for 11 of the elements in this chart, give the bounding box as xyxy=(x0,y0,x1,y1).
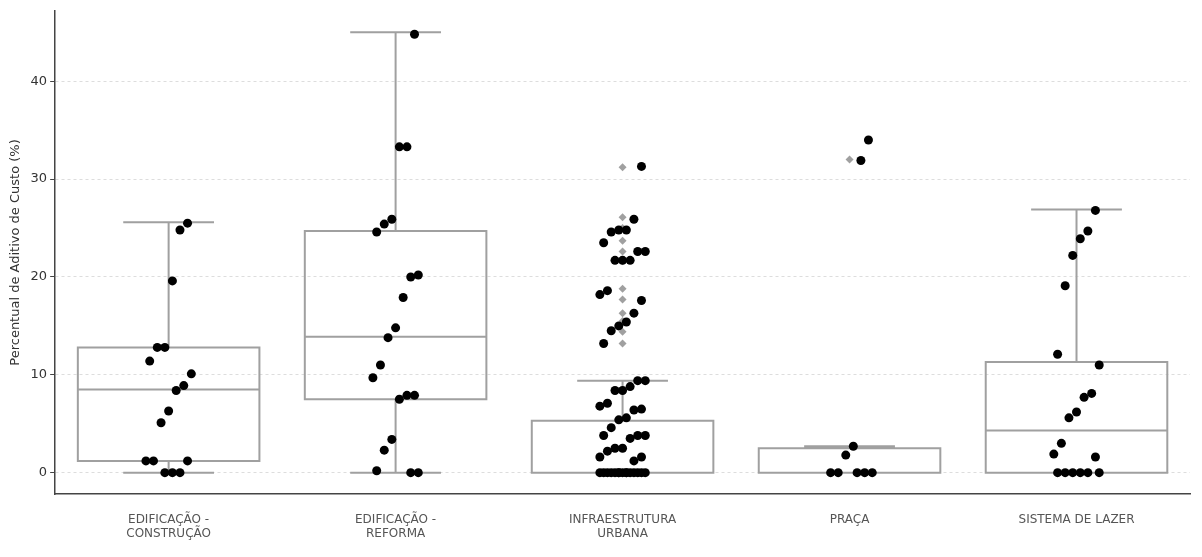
y-tick-label: 30 xyxy=(30,170,48,186)
y-axis-title: Percentual de Aditivo de Custo (%) xyxy=(7,139,23,366)
y-tick-label: 10 xyxy=(30,366,48,382)
y-tick-label: 20 xyxy=(30,268,48,284)
y-tick-label: 40 xyxy=(30,72,48,88)
x-tick-label: SISTEMA DE LAZER xyxy=(1018,511,1135,526)
x-tick-label: INFRAESTRUTURA URBANA xyxy=(568,511,678,540)
x-tick-label: EDIFICAÇÃO - CONSTRUÇÃO xyxy=(126,510,211,540)
y-tick-label: 0 xyxy=(38,464,48,480)
x-tick-label: PRAÇA xyxy=(829,511,871,526)
x-tick-label: EDIFICAÇÃO - REFORMA xyxy=(355,510,437,540)
